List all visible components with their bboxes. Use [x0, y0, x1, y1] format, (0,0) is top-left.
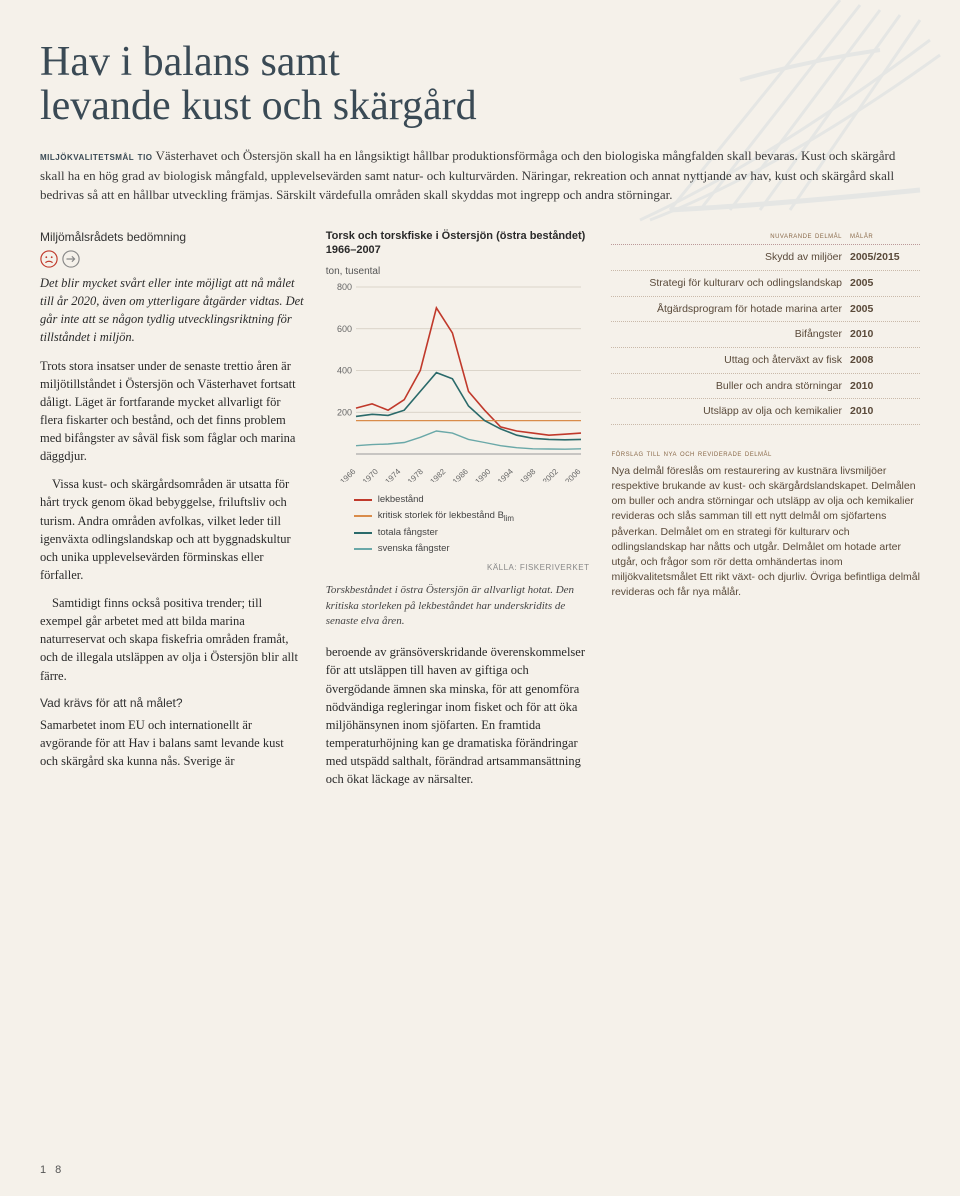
goal-label: Skydd av miljöer: [611, 250, 850, 265]
goal-year: 2005: [850, 302, 920, 317]
goal-year: 2010: [850, 404, 920, 419]
svg-text:200: 200: [337, 407, 352, 417]
left-p4: Samarbetet inom EU och internationellt ä…: [40, 716, 304, 770]
legend-item: svenska fångster: [354, 542, 590, 556]
table-row: Åtgärdsprogram för hotade marina arter20…: [611, 297, 920, 323]
intro-label: miljökvalitetsmål tio: [40, 151, 153, 163]
chart-ylabel: ton, tusental: [326, 265, 590, 280]
goal-year: 2010: [850, 379, 920, 394]
svg-text:800: 800: [337, 282, 352, 292]
assessment-heading: Miljömålsrådets bedömning: [40, 229, 304, 246]
table-row: Buller och andra störningar2010: [611, 374, 920, 400]
goal-label: Uttag och återväxt av fisk: [611, 353, 850, 368]
chart-title: Torsk och torskfiske i Östersjön (östra …: [326, 229, 590, 258]
goal-year: 2005/2015: [850, 250, 920, 265]
intro-text: Västerhavet och Östersjön skall ha en lå…: [40, 148, 895, 202]
chart-legend: lekbestånd kritisk storlek för lekbestånd…: [354, 493, 590, 556]
table-header-year: målår: [850, 229, 920, 242]
goal-year: 2010: [850, 327, 920, 342]
goal-label: Utsläpp av olja och kemikalier: [611, 404, 850, 419]
legend-item: totala fångster: [354, 526, 590, 540]
sad-face-icon: [40, 250, 58, 268]
chart-source: KÄLLA: FISKERIVERKET: [326, 562, 590, 574]
svg-text:1970: 1970: [361, 466, 380, 481]
middle-column: Torsk och torskfiske i Östersjön (östra …: [326, 229, 590, 789]
svg-text:1990: 1990: [473, 466, 492, 481]
table-row: Uttag och återväxt av fisk2008: [611, 348, 920, 374]
table-row: Skydd av miljöer2005/2015: [611, 245, 920, 271]
svg-text:1982: 1982: [428, 466, 447, 481]
italic-lead: [84, 250, 87, 267]
svg-text:1974: 1974: [383, 466, 402, 481]
mid-paragraph: beroende av gränsöverskridande överensko…: [326, 643, 590, 788]
svg-text:1994: 1994: [496, 466, 515, 481]
svg-text:2002: 2002: [541, 466, 560, 481]
svg-text:400: 400: [337, 365, 352, 375]
goal-label: Strategi för kulturarv och odlingslandsk…: [611, 276, 850, 291]
table-row: Strategi för kulturarv och odlingslandsk…: [611, 271, 920, 297]
goal-label: Buller och andra störningar: [611, 379, 850, 394]
table-row: Bifångster2010: [611, 322, 920, 348]
goal-year: 2008: [850, 353, 920, 368]
left-p3: Samtidigt finns också positiva trender; …: [40, 594, 304, 685]
svg-text:1966: 1966: [338, 466, 357, 481]
svg-text:1998: 1998: [518, 466, 537, 481]
goal-label: Bifångster: [611, 327, 850, 342]
intro-paragraph: miljökvalitetsmål tio Västerhavet och Ös…: [40, 146, 920, 205]
goal-label: Åtgärdsprogram för hotade marina arter: [611, 302, 850, 317]
svg-text:600: 600: [337, 324, 352, 334]
proposal-heading: förslag till nya och reviderade delmål: [611, 443, 920, 460]
goal-year: 2005: [850, 276, 920, 291]
left-p2: Vissa kust- och skärgårdsområden är utsa…: [40, 475, 304, 584]
svg-text:2006: 2006: [563, 466, 582, 481]
page-title: Hav i balans samtlevande kust och skärgå…: [40, 40, 920, 128]
table-header-goal: nuvarande delmål: [611, 229, 850, 242]
svg-text:1986: 1986: [451, 466, 470, 481]
proposal-paragraph: Nya delmål föreslås om restaurering av k…: [611, 464, 920, 601]
goals-table: nuvarande delmål målår Skydd av miljöer2…: [611, 229, 920, 425]
chart-caption: Torskbeståndet i östra Östersjön är allv…: [326, 583, 590, 629]
sub-question: Vad krävs för att nå målet?: [40, 695, 304, 712]
right-column: nuvarande delmål målår Skydd av miljöer2…: [611, 229, 920, 789]
line-chart: 200 400 600 800 1966 19701974 19781982 19861990…: [326, 282, 586, 487]
assessment-italic: Det blir mycket svårt eller inte möjligt…: [40, 274, 304, 347]
legend-item: kritisk storlek för lekbestånd Blim: [354, 509, 590, 524]
legend-item: lekbestånd: [354, 493, 590, 507]
svg-text:1978: 1978: [406, 466, 425, 481]
page-number: 1 8: [40, 1164, 64, 1176]
left-p1: Trots stora insatser under de senaste tr…: [40, 357, 304, 466]
left-column: Miljömålsrådets bedömning Det blir mycke…: [40, 229, 304, 789]
table-row: Utsläpp av olja och kemikalier2010: [611, 399, 920, 425]
arrow-right-icon: [62, 250, 80, 268]
